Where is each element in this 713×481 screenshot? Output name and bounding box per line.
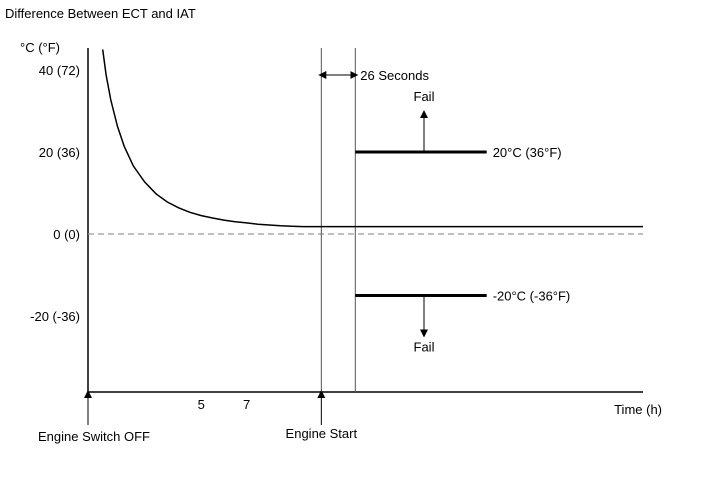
y-tick-labels: 40 (72) 20 (36) 0 (0) -20 (-36) — [30, 63, 80, 324]
engine-start-label: Engine Start — [286, 426, 358, 441]
engine-switch-off-label: Engine Switch OFF — [38, 429, 150, 444]
delay-label: 26 Seconds — [360, 68, 429, 83]
series-line — [101, 49, 643, 228]
chart-title: Difference Between ECT and IAT — [5, 6, 196, 21]
fail-upper-label: Fail — [414, 89, 435, 104]
fail-lower-label: Fail — [414, 340, 435, 355]
x-axis-label: Time (h) — [614, 402, 662, 417]
y-tick-label: 20 (36) — [39, 145, 80, 160]
lower-threshold-label: -20°C (-36°F) — [493, 289, 571, 304]
y-axis-label: °C (°F) — [20, 40, 60, 55]
y-tick-label: 0 (0) — [53, 227, 80, 242]
y-tick-label: -20 (-36) — [30, 309, 80, 324]
y-tick-label: 40 (72) — [39, 63, 80, 78]
upper-threshold-label: 20°C (36°F) — [493, 145, 562, 160]
x-tick-label: 5 — [198, 397, 205, 412]
x-tick-label: 7 — [243, 397, 250, 412]
